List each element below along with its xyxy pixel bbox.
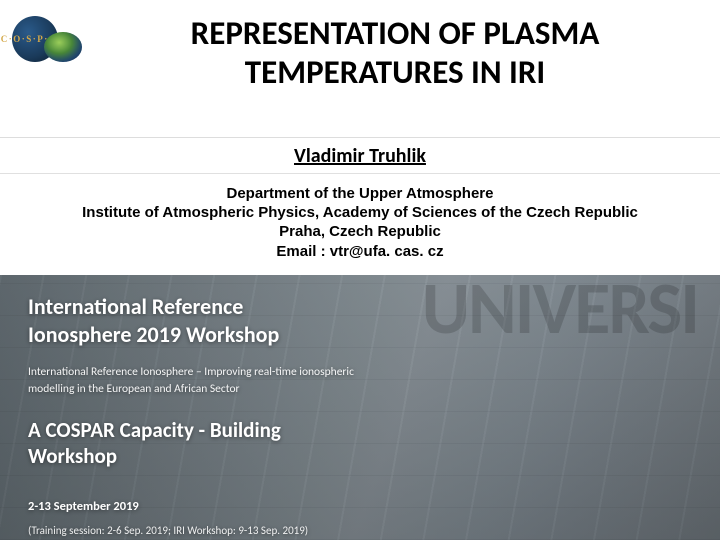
author-name: Vladimir Truhlik xyxy=(294,144,426,168)
header-section: C·O·S·P·A·R REPRESENTATION OF PLASMA TEM… xyxy=(0,0,720,138)
cospar-line: Workshop xyxy=(28,443,117,469)
affiliation-line: Department of the Upper Atmosphere xyxy=(20,184,700,203)
cospar-logo: C·O·S·P·A·R xyxy=(10,14,82,66)
workshop-title-line: Ionosphere 2019 Workshop xyxy=(28,321,279,348)
workshop-sub-line: International Reference Ionosphere – Imp… xyxy=(28,365,354,379)
workshop-subtitle: International Reference Ionosphere – Imp… xyxy=(28,364,458,396)
workshop-title-line: International Reference xyxy=(28,293,243,320)
author-bar: Vladimir Truhlik xyxy=(0,138,720,174)
slide-title: REPRESENTATION OF PLASMA TEMPERATURES IN… xyxy=(95,14,695,92)
event-dates: 2-13 September 2019 xyxy=(28,499,458,514)
workshop-sub-line: modelling in the European and African Se… xyxy=(28,382,240,396)
workshop-title: International Reference Ionosphere 2019 … xyxy=(28,293,458,348)
university-bg-text: UNIVERSI xyxy=(422,275,698,353)
affiliation-line: Institute of Atmospheric Physics, Academ… xyxy=(20,203,700,222)
affiliation-line: Praha, Czech Republic xyxy=(20,222,700,241)
cospar-line: A COSPAR Capacity - Building xyxy=(28,417,281,443)
training-note: (Training session: 2-6 Sep. 2019; IRI Wo… xyxy=(28,524,458,537)
cospar-title: A COSPAR Capacity - Building Workshop xyxy=(28,417,458,470)
affiliation-line: Email : vtr@ufa. cas. cz xyxy=(20,242,700,261)
globe-icon xyxy=(44,32,82,62)
banner-content: International Reference Ionosphere 2019 … xyxy=(28,293,458,537)
affiliation-block: Department of the Upper Atmosphere Insti… xyxy=(0,174,720,273)
event-banner: UNIVERSI International Reference Ionosph… xyxy=(0,275,720,540)
